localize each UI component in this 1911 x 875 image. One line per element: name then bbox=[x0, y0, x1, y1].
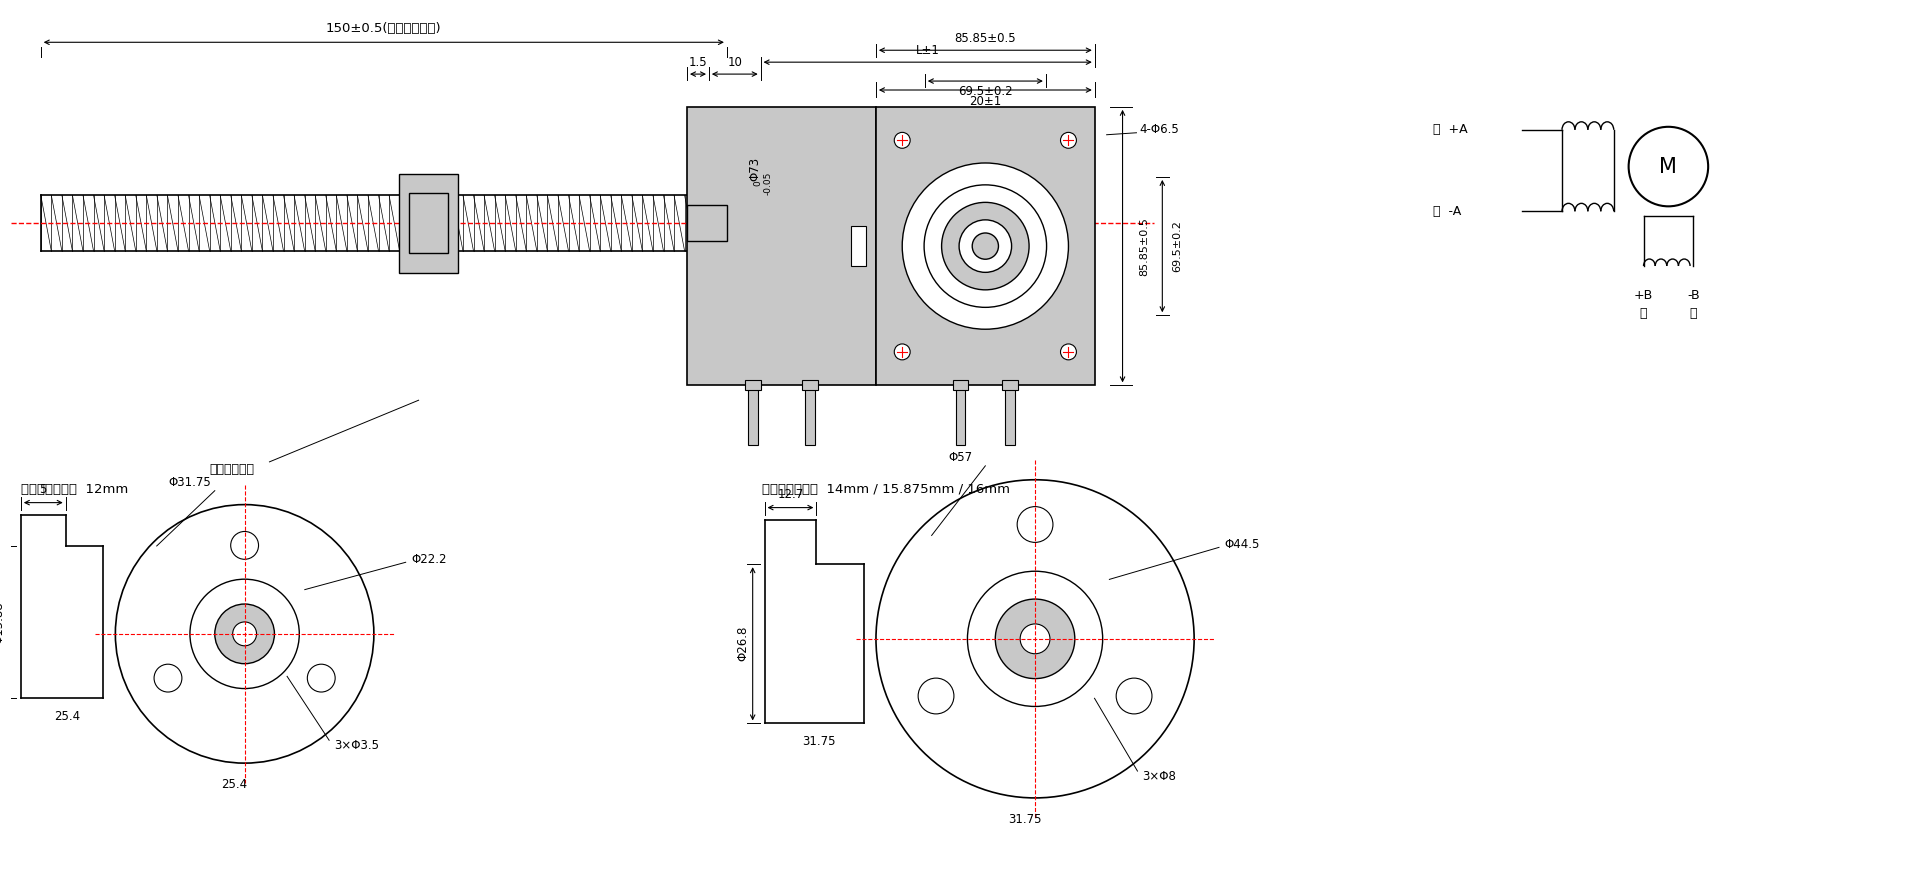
Text: Φ44.5: Φ44.5 bbox=[1223, 538, 1259, 551]
Circle shape bbox=[894, 344, 910, 360]
Text: 梯型絲杆直徑：  14mm / 15.875mm / 16mm: 梯型絲杆直徑： 14mm / 15.875mm / 16mm bbox=[762, 483, 1009, 496]
Text: Φ15.88: Φ15.88 bbox=[0, 601, 6, 644]
Text: 25.4: 25.4 bbox=[222, 779, 248, 792]
Circle shape bbox=[214, 604, 275, 664]
Bar bbox=[850, 227, 866, 266]
Circle shape bbox=[189, 579, 300, 689]
Circle shape bbox=[1061, 132, 1076, 148]
Text: 綠: 綠 bbox=[1640, 307, 1647, 320]
Bar bbox=[1001, 381, 1019, 390]
Bar bbox=[875, 107, 1095, 385]
Bar bbox=[688, 206, 726, 242]
Bar bbox=[688, 107, 875, 385]
Text: 3×Φ3.5: 3×Φ3.5 bbox=[334, 738, 378, 752]
Text: 69.5±0.2: 69.5±0.2 bbox=[1171, 220, 1183, 272]
Text: Φ31.75: Φ31.75 bbox=[168, 476, 212, 489]
Text: 外部線性螺母: 外部線性螺母 bbox=[210, 464, 254, 476]
Text: M: M bbox=[1659, 157, 1678, 177]
Bar bbox=[745, 381, 761, 390]
Circle shape bbox=[1020, 624, 1049, 654]
Text: 梯型絲杆直徑：  12mm: 梯型絲杆直徑： 12mm bbox=[21, 483, 128, 496]
Text: 25.4: 25.4 bbox=[54, 710, 80, 723]
Circle shape bbox=[1061, 344, 1076, 360]
Circle shape bbox=[967, 571, 1103, 706]
Circle shape bbox=[1116, 678, 1152, 714]
Text: 4-Φ6.5: 4-Φ6.5 bbox=[1139, 123, 1179, 136]
Text: -B: -B bbox=[1687, 290, 1699, 303]
Text: +B: +B bbox=[1634, 290, 1653, 303]
Circle shape bbox=[115, 505, 375, 763]
Text: Φ73: Φ73 bbox=[749, 157, 761, 180]
Text: 5: 5 bbox=[40, 483, 48, 496]
Text: 藍  -A: 藍 -A bbox=[1433, 205, 1462, 218]
Bar bbox=[749, 385, 759, 445]
Circle shape bbox=[902, 163, 1068, 329]
Bar bbox=[803, 381, 818, 390]
Text: 1.5: 1.5 bbox=[688, 56, 707, 68]
Circle shape bbox=[973, 233, 998, 259]
Text: Φ22.2: Φ22.2 bbox=[411, 553, 447, 566]
Circle shape bbox=[875, 480, 1194, 798]
Circle shape bbox=[231, 531, 258, 559]
Text: 黑: 黑 bbox=[1689, 307, 1697, 320]
Text: 31.75: 31.75 bbox=[803, 735, 835, 748]
Text: 紅  +A: 紅 +A bbox=[1433, 123, 1468, 136]
Circle shape bbox=[996, 599, 1074, 679]
Bar bbox=[805, 385, 814, 445]
Circle shape bbox=[308, 664, 334, 692]
Circle shape bbox=[155, 664, 182, 692]
Text: 31.75: 31.75 bbox=[1009, 813, 1041, 826]
Text: Φ26.8: Φ26.8 bbox=[736, 626, 749, 662]
Text: 150±0.5(可自定義長度): 150±0.5(可自定義長度) bbox=[327, 22, 441, 35]
Bar bbox=[952, 381, 969, 390]
Text: 85.85±0.5: 85.85±0.5 bbox=[1139, 217, 1149, 276]
Bar bbox=[399, 173, 459, 273]
Circle shape bbox=[959, 220, 1011, 272]
Bar bbox=[409, 193, 449, 253]
Text: 10: 10 bbox=[728, 56, 741, 68]
Text: 3×Φ8: 3×Φ8 bbox=[1143, 769, 1177, 782]
Circle shape bbox=[1628, 127, 1708, 206]
Text: 69.5±0.2: 69.5±0.2 bbox=[957, 86, 1013, 99]
Circle shape bbox=[1017, 507, 1053, 542]
Text: 20±1: 20±1 bbox=[969, 95, 1001, 108]
Text: 85.85±0.5: 85.85±0.5 bbox=[954, 31, 1017, 45]
Circle shape bbox=[925, 185, 1047, 307]
Bar bbox=[956, 385, 965, 445]
Bar bbox=[1005, 385, 1015, 445]
Circle shape bbox=[917, 678, 954, 714]
Text: Φ57: Φ57 bbox=[948, 452, 973, 465]
Circle shape bbox=[233, 622, 256, 646]
Text: 12.7: 12.7 bbox=[778, 488, 805, 501]
Circle shape bbox=[894, 132, 910, 148]
Text: 0
-0.05: 0 -0.05 bbox=[753, 172, 772, 195]
Circle shape bbox=[942, 202, 1030, 290]
Text: L±1: L±1 bbox=[915, 44, 940, 57]
